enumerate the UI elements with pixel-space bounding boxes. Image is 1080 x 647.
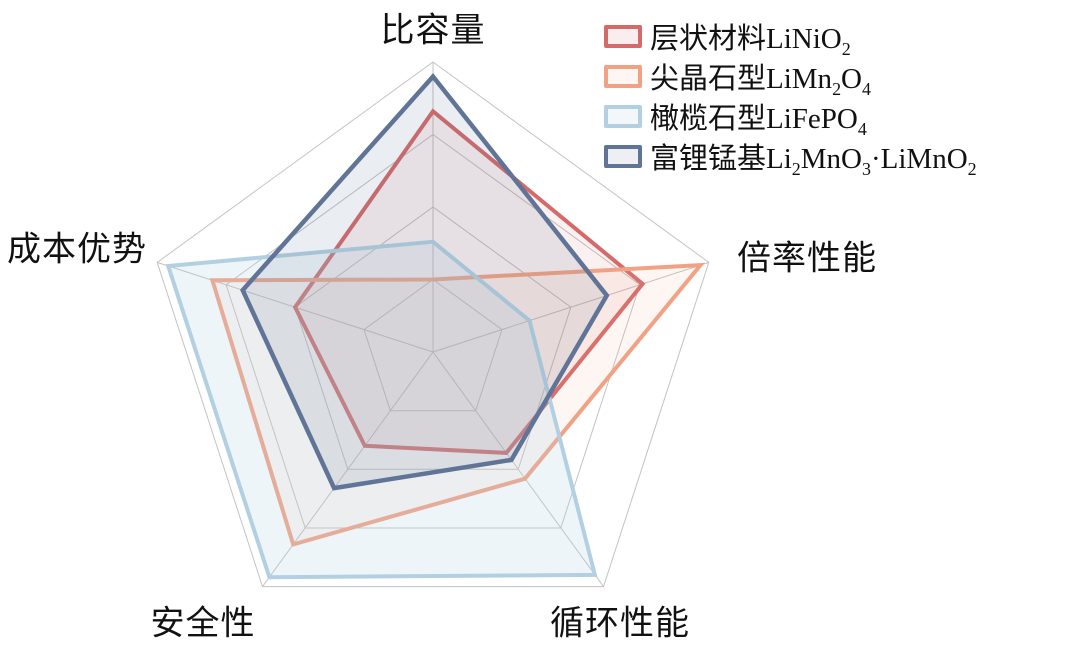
legend: 层状材料LiNiO2 尖晶石型LiMn2O4 橄榄石型LiFePO4 富锂锰基L…: [604, 16, 977, 179]
legend-label-lifepo4: 橄榄石型LiFePO4: [650, 103, 867, 139]
legend-label-li2mno3-limno2: 富锂锰基Li2MnO3·LiMnO2: [650, 143, 977, 179]
legend-item-linio2: 层状材料LiNiO2: [604, 16, 977, 59]
legend-item-lifepo4: 橄榄石型LiFePO4: [604, 96, 977, 139]
axis-label-rate-performance: 倍率性能: [737, 240, 877, 278]
legend-label-linio2: 层状材料LiNiO2: [650, 23, 851, 59]
axis-label-capacity: 比容量: [380, 12, 486, 50]
axis-label-cycle-performance: 循环性能: [550, 605, 690, 643]
legend-swatch-li2mno3-limno2: [604, 144, 642, 168]
legend-item-limn2o4: 尖晶石型LiMn2O4: [604, 56, 977, 99]
legend-label-limn2o4: 尖晶石型LiMn2O4: [650, 63, 871, 99]
axis-label-cost-advantage: 成本优势: [7, 231, 147, 269]
legend-swatch-linio2: [604, 24, 642, 48]
legend-item-li2mno3-limno2: 富锂锰基Li2MnO3·LiMnO2: [604, 136, 977, 179]
legend-swatch-limn2o4: [604, 64, 642, 88]
legend-swatch-lifepo4: [604, 104, 642, 128]
axis-label-safety: 安全性: [150, 605, 256, 643]
